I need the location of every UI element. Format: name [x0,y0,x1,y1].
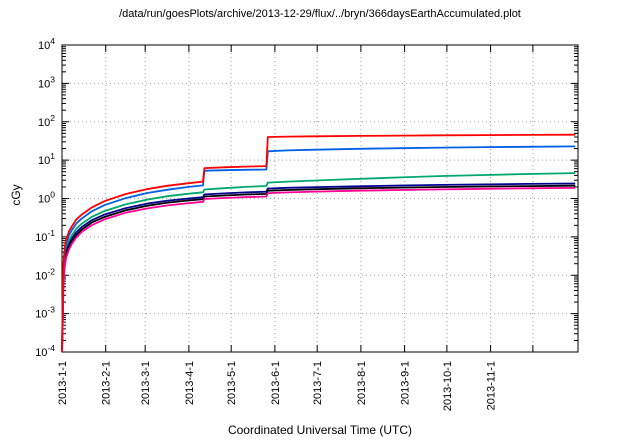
y-tick-label: 10-2 [35,266,55,282]
y-tick-label: 103 [38,74,55,90]
x-tick-label: 2013-5-1 [226,361,238,405]
x-tick-label: 2013-9-1 [400,361,412,405]
plot-border [61,44,579,353]
x-axis-title: Coordinated Universal Time (UTC) [227,423,413,437]
x-tick-label: 2013-4-1 [184,361,196,405]
grid [62,45,578,352]
y-tick-label: 101 [38,151,55,167]
x-tick-label: 2013-3-1 [140,361,152,405]
y-tick-label: 10-3 [35,305,55,321]
y-tick-label: 104 [38,36,55,52]
x-tick-label: 2013-2-1 [101,361,113,405]
series-green [61,172,576,353]
chart-title: /data/run/goesPlots/archive/2013-12-29/f… [119,8,521,20]
y-tick-label: 10-4 [35,343,55,359]
x-tick-label: 2013-1-1 [57,361,69,405]
series-blue [61,145,576,353]
x-tick-label: 2013-10-1 [442,361,454,411]
series-magenta [61,187,576,353]
y-tick-label: 10-1 [35,228,55,244]
x-tick-label: 2013-8-1 [356,361,368,405]
x-tick-label: 2013-6-1 [270,361,282,405]
y-tick-label: 100 [38,190,55,206]
axis-ticks: 2013-1-1 2013-2-1 2013-3-1 2013-4-1 2013-5-1… [35,36,578,411]
x-tick-label: 2013-11-1 [486,361,498,410]
series-red [61,133,576,353]
y-tick-label: 102 [38,113,55,129]
series-navy [61,182,576,353]
x-tick-label: 2013-7-1 [312,361,324,405]
series-lines [61,133,576,353]
